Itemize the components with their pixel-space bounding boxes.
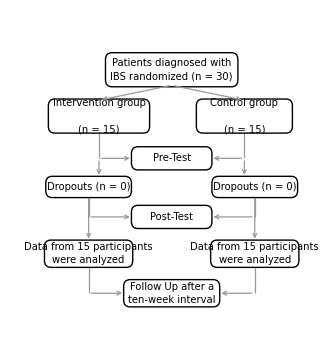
Text: Patients diagnosed with
IBS randomized (n = 30): Patients diagnosed with IBS randomized (… [111,58,233,81]
Text: Data from 15 participants
were analyzed: Data from 15 participants were analyzed [24,242,153,266]
FancyBboxPatch shape [45,240,133,267]
Text: Post-Test: Post-Test [150,212,193,222]
FancyBboxPatch shape [131,205,212,229]
FancyBboxPatch shape [131,147,212,170]
Text: Intervention group

(n = 15): Intervention group (n = 15) [53,98,145,134]
FancyBboxPatch shape [48,99,150,133]
FancyBboxPatch shape [46,176,131,198]
FancyBboxPatch shape [212,176,297,198]
FancyBboxPatch shape [124,280,220,307]
FancyBboxPatch shape [211,240,299,267]
Text: Dropouts (n = 0): Dropouts (n = 0) [47,182,130,192]
FancyBboxPatch shape [196,99,292,133]
Text: Data from 15 participants
were analyzed: Data from 15 participants were analyzed [191,242,319,266]
Text: Follow Up after a
ten-week interval: Follow Up after a ten-week interval [128,282,215,305]
Text: Dropouts (n = 0): Dropouts (n = 0) [213,182,296,192]
FancyBboxPatch shape [106,53,238,87]
Text: Control group

(n = 15): Control group (n = 15) [210,98,278,134]
Text: Pre-Test: Pre-Test [153,153,191,163]
